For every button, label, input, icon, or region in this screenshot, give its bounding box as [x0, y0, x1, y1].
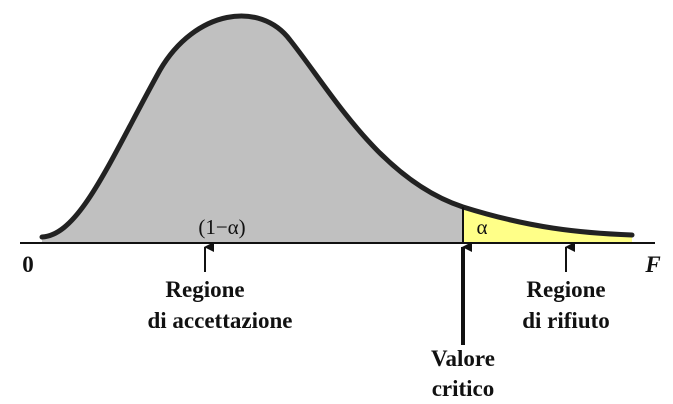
critical-label: Valore: [431, 346, 495, 371]
acceptance-area-label: (1−α): [198, 215, 245, 239]
rejection-label: Regione: [526, 277, 605, 302]
acceptance-area: [42, 15, 463, 243]
rejection-area-label: α: [476, 215, 487, 239]
density-curve: [39, 13, 635, 240]
rejection-label: di rifiuto: [522, 308, 610, 333]
critical-label: critico: [432, 376, 495, 401]
variable-label: F: [644, 252, 660, 277]
acceptance-label: di accettazione: [148, 308, 293, 333]
origin-label: 0: [22, 252, 34, 277]
acceptance-label: Regione: [165, 277, 244, 302]
